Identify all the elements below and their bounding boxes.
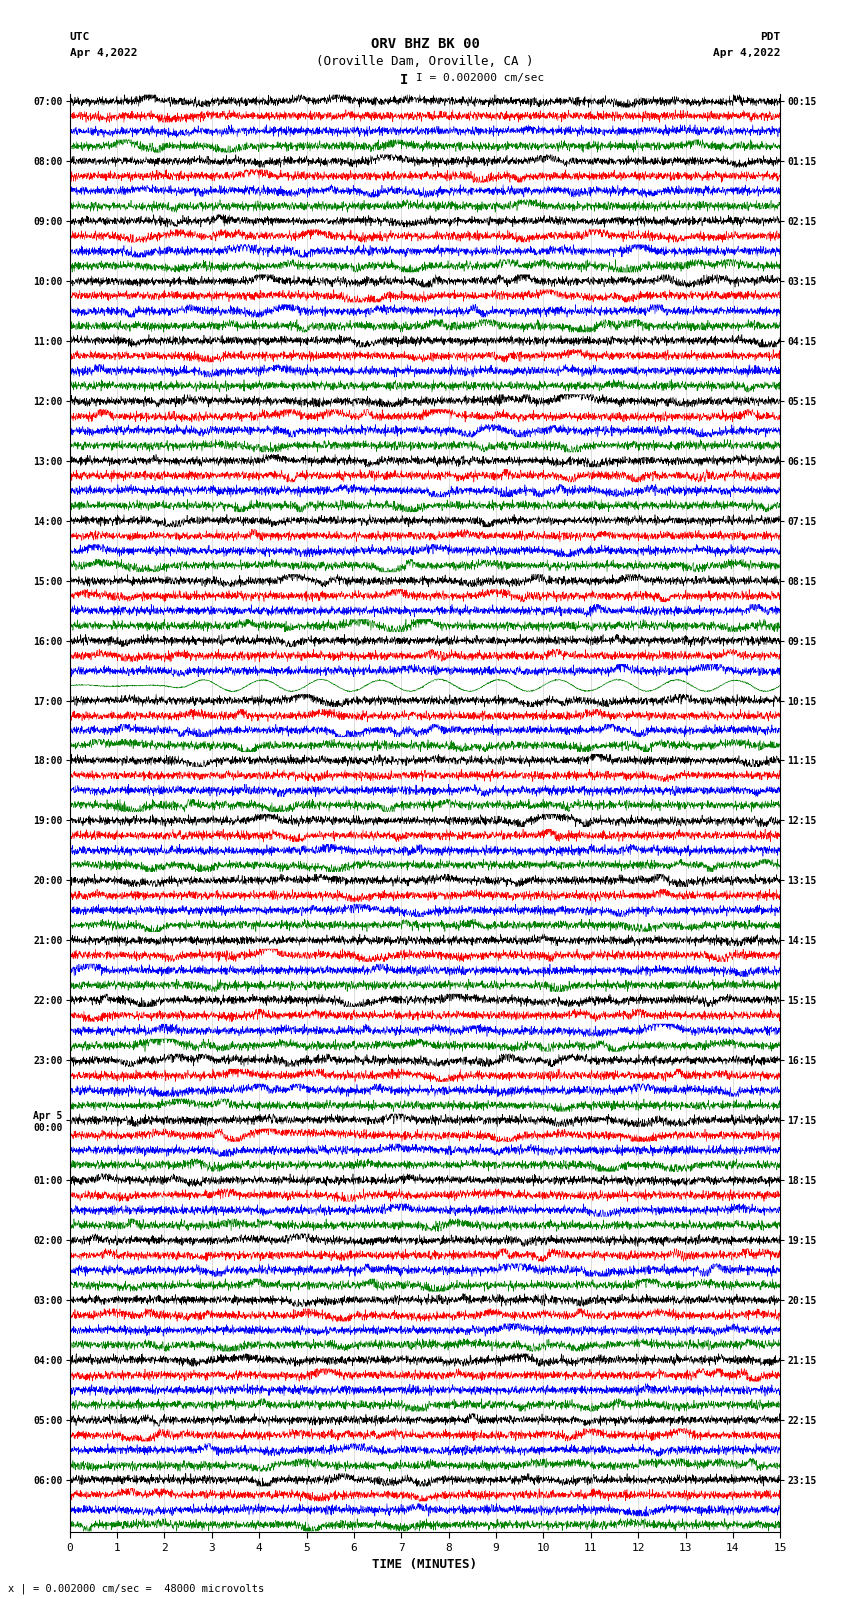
X-axis label: TIME (MINUTES): TIME (MINUTES) — [372, 1558, 478, 1571]
Text: x | = 0.002000 cm/sec =  48000 microvolts: x | = 0.002000 cm/sec = 48000 microvolts — [8, 1582, 264, 1594]
Text: ORV BHZ BK 00: ORV BHZ BK 00 — [371, 37, 479, 52]
Text: Apr 4,2022: Apr 4,2022 — [70, 48, 137, 58]
Text: Apr 4,2022: Apr 4,2022 — [713, 48, 780, 58]
Text: (Oroville Dam, Oroville, CA ): (Oroville Dam, Oroville, CA ) — [316, 55, 534, 68]
Text: UTC: UTC — [70, 32, 90, 42]
Text: I = 0.002000 cm/sec: I = 0.002000 cm/sec — [416, 73, 545, 82]
Text: I: I — [400, 73, 408, 87]
Text: PDT: PDT — [760, 32, 780, 42]
